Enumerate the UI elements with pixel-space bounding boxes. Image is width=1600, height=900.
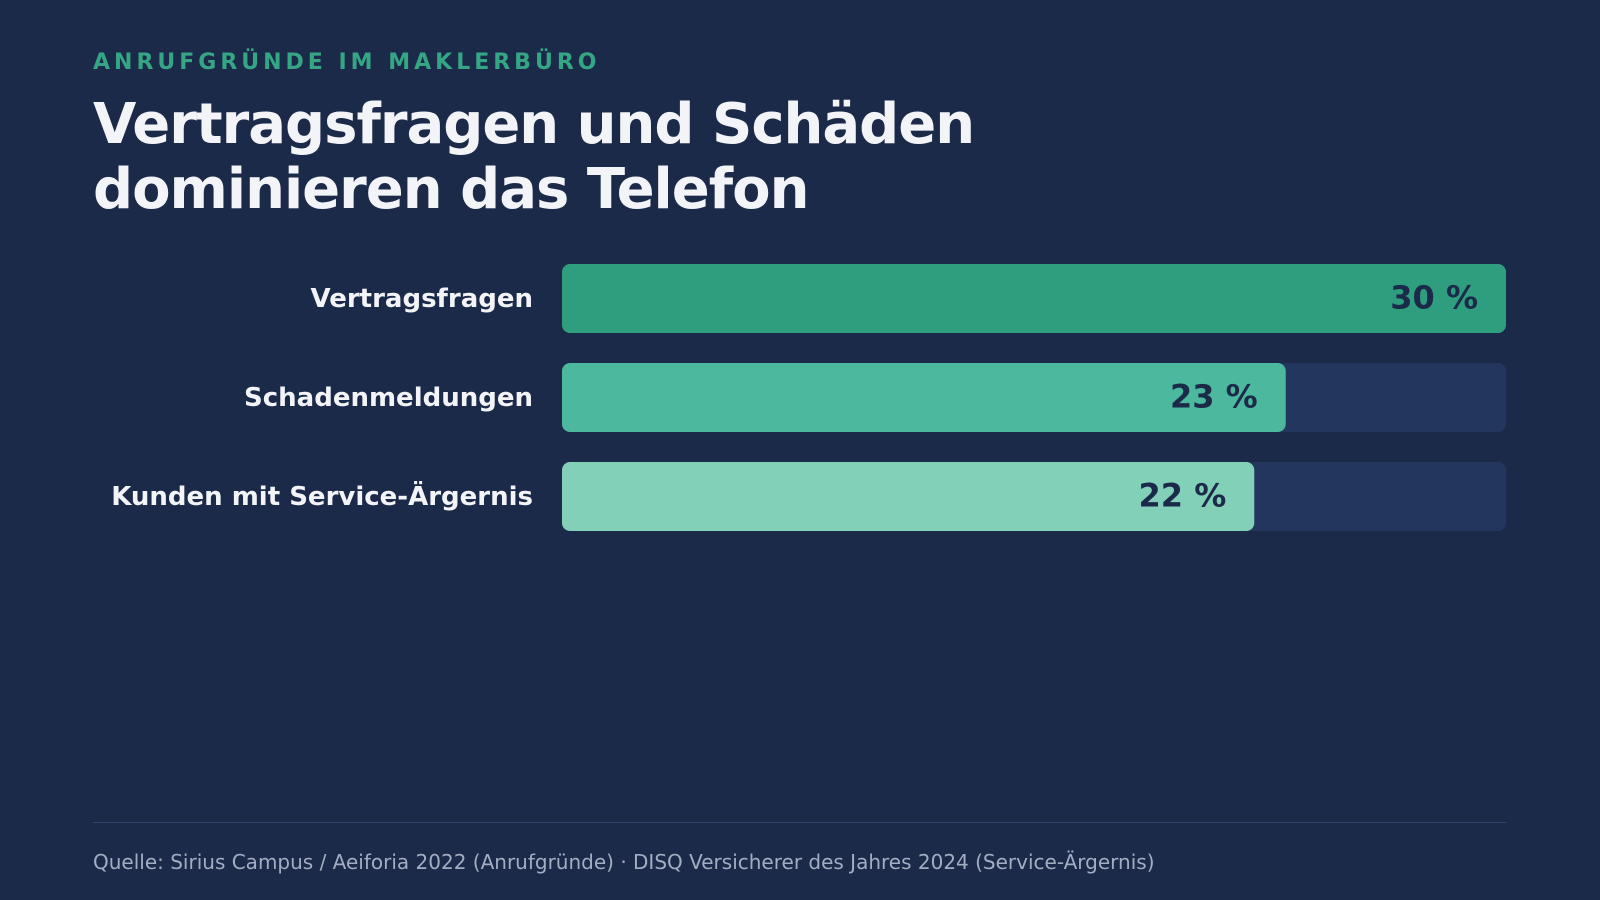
kicker: ANRUFGRÜNDE IM MAKLERBÜRO <box>93 50 601 75</box>
category-label: Kunden mit Service-Ärgernis <box>111 480 533 512</box>
value-label: 30 % <box>1390 279 1478 317</box>
divider <box>93 822 1506 823</box>
category-label: Vertragsfragen <box>311 284 533 314</box>
value-label: 22 % <box>1139 477 1227 515</box>
category-label: Schadenmeldungen <box>244 383 533 413</box>
bar <box>562 462 1255 531</box>
source-note: Quelle: Sirius Campus / Aeiforia 2022 (A… <box>93 850 1155 874</box>
chart-title: Vertragsfragen und Schäden dominieren da… <box>93 92 975 222</box>
bar <box>562 264 1506 333</box>
value-label: 23 % <box>1170 378 1258 416</box>
bar <box>562 363 1286 432</box>
